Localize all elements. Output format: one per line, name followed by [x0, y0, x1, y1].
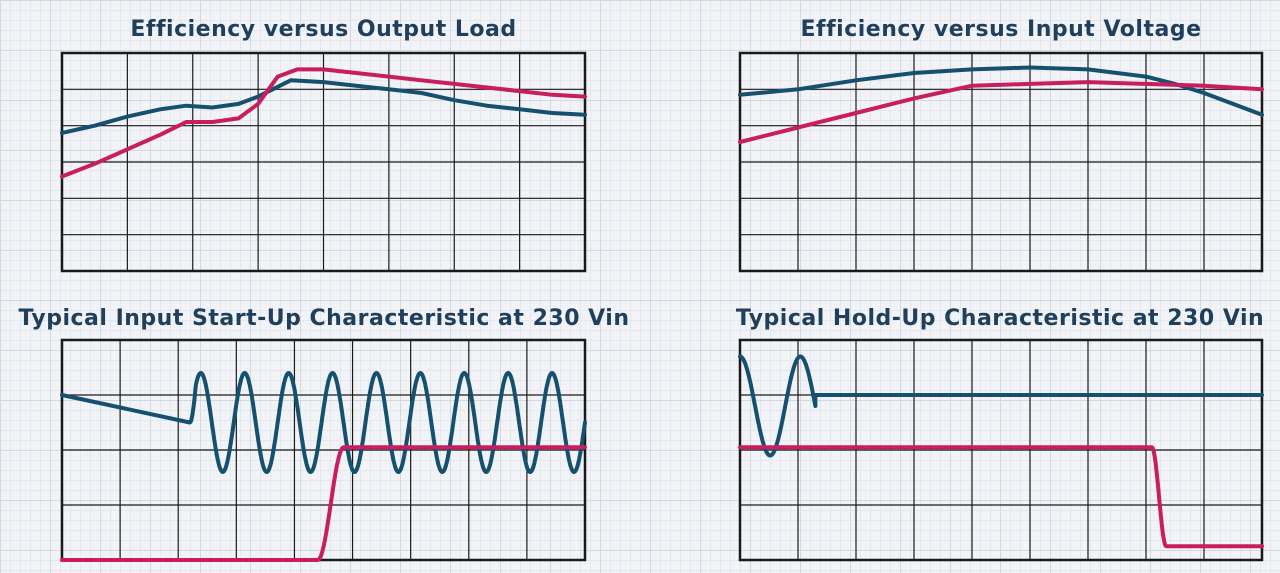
chart-plot-area [60, 338, 587, 562]
red-trace-line [738, 80, 1264, 144]
red-trace-line [60, 67, 587, 179]
chart-title: Efficiency versus Input Voltage [800, 17, 1202, 42]
blue-trace-line [60, 371, 587, 474]
chart-title: Efficiency versus Output Load [130, 17, 517, 42]
red-trace-line [738, 445, 1264, 549]
plot-frame [60, 51, 587, 273]
blue-trace-line [738, 65, 1264, 117]
plot-frame [738, 51, 1264, 273]
blue-trace-line [60, 78, 587, 135]
red-trace-line [60, 445, 587, 562]
chart-title: Typical Input Start-Up Characteristic at… [18, 306, 630, 331]
blue-trace-line [738, 354, 1264, 458]
plot-frame [60, 338, 587, 562]
chart-plot-area [738, 51, 1264, 273]
chart-plot-area [60, 51, 587, 273]
chart-plot-area [738, 338, 1264, 562]
plot-frame [738, 338, 1264, 562]
chart-title: Typical Hold-Up Characteristic at 230 Vi… [735, 306, 1265, 331]
